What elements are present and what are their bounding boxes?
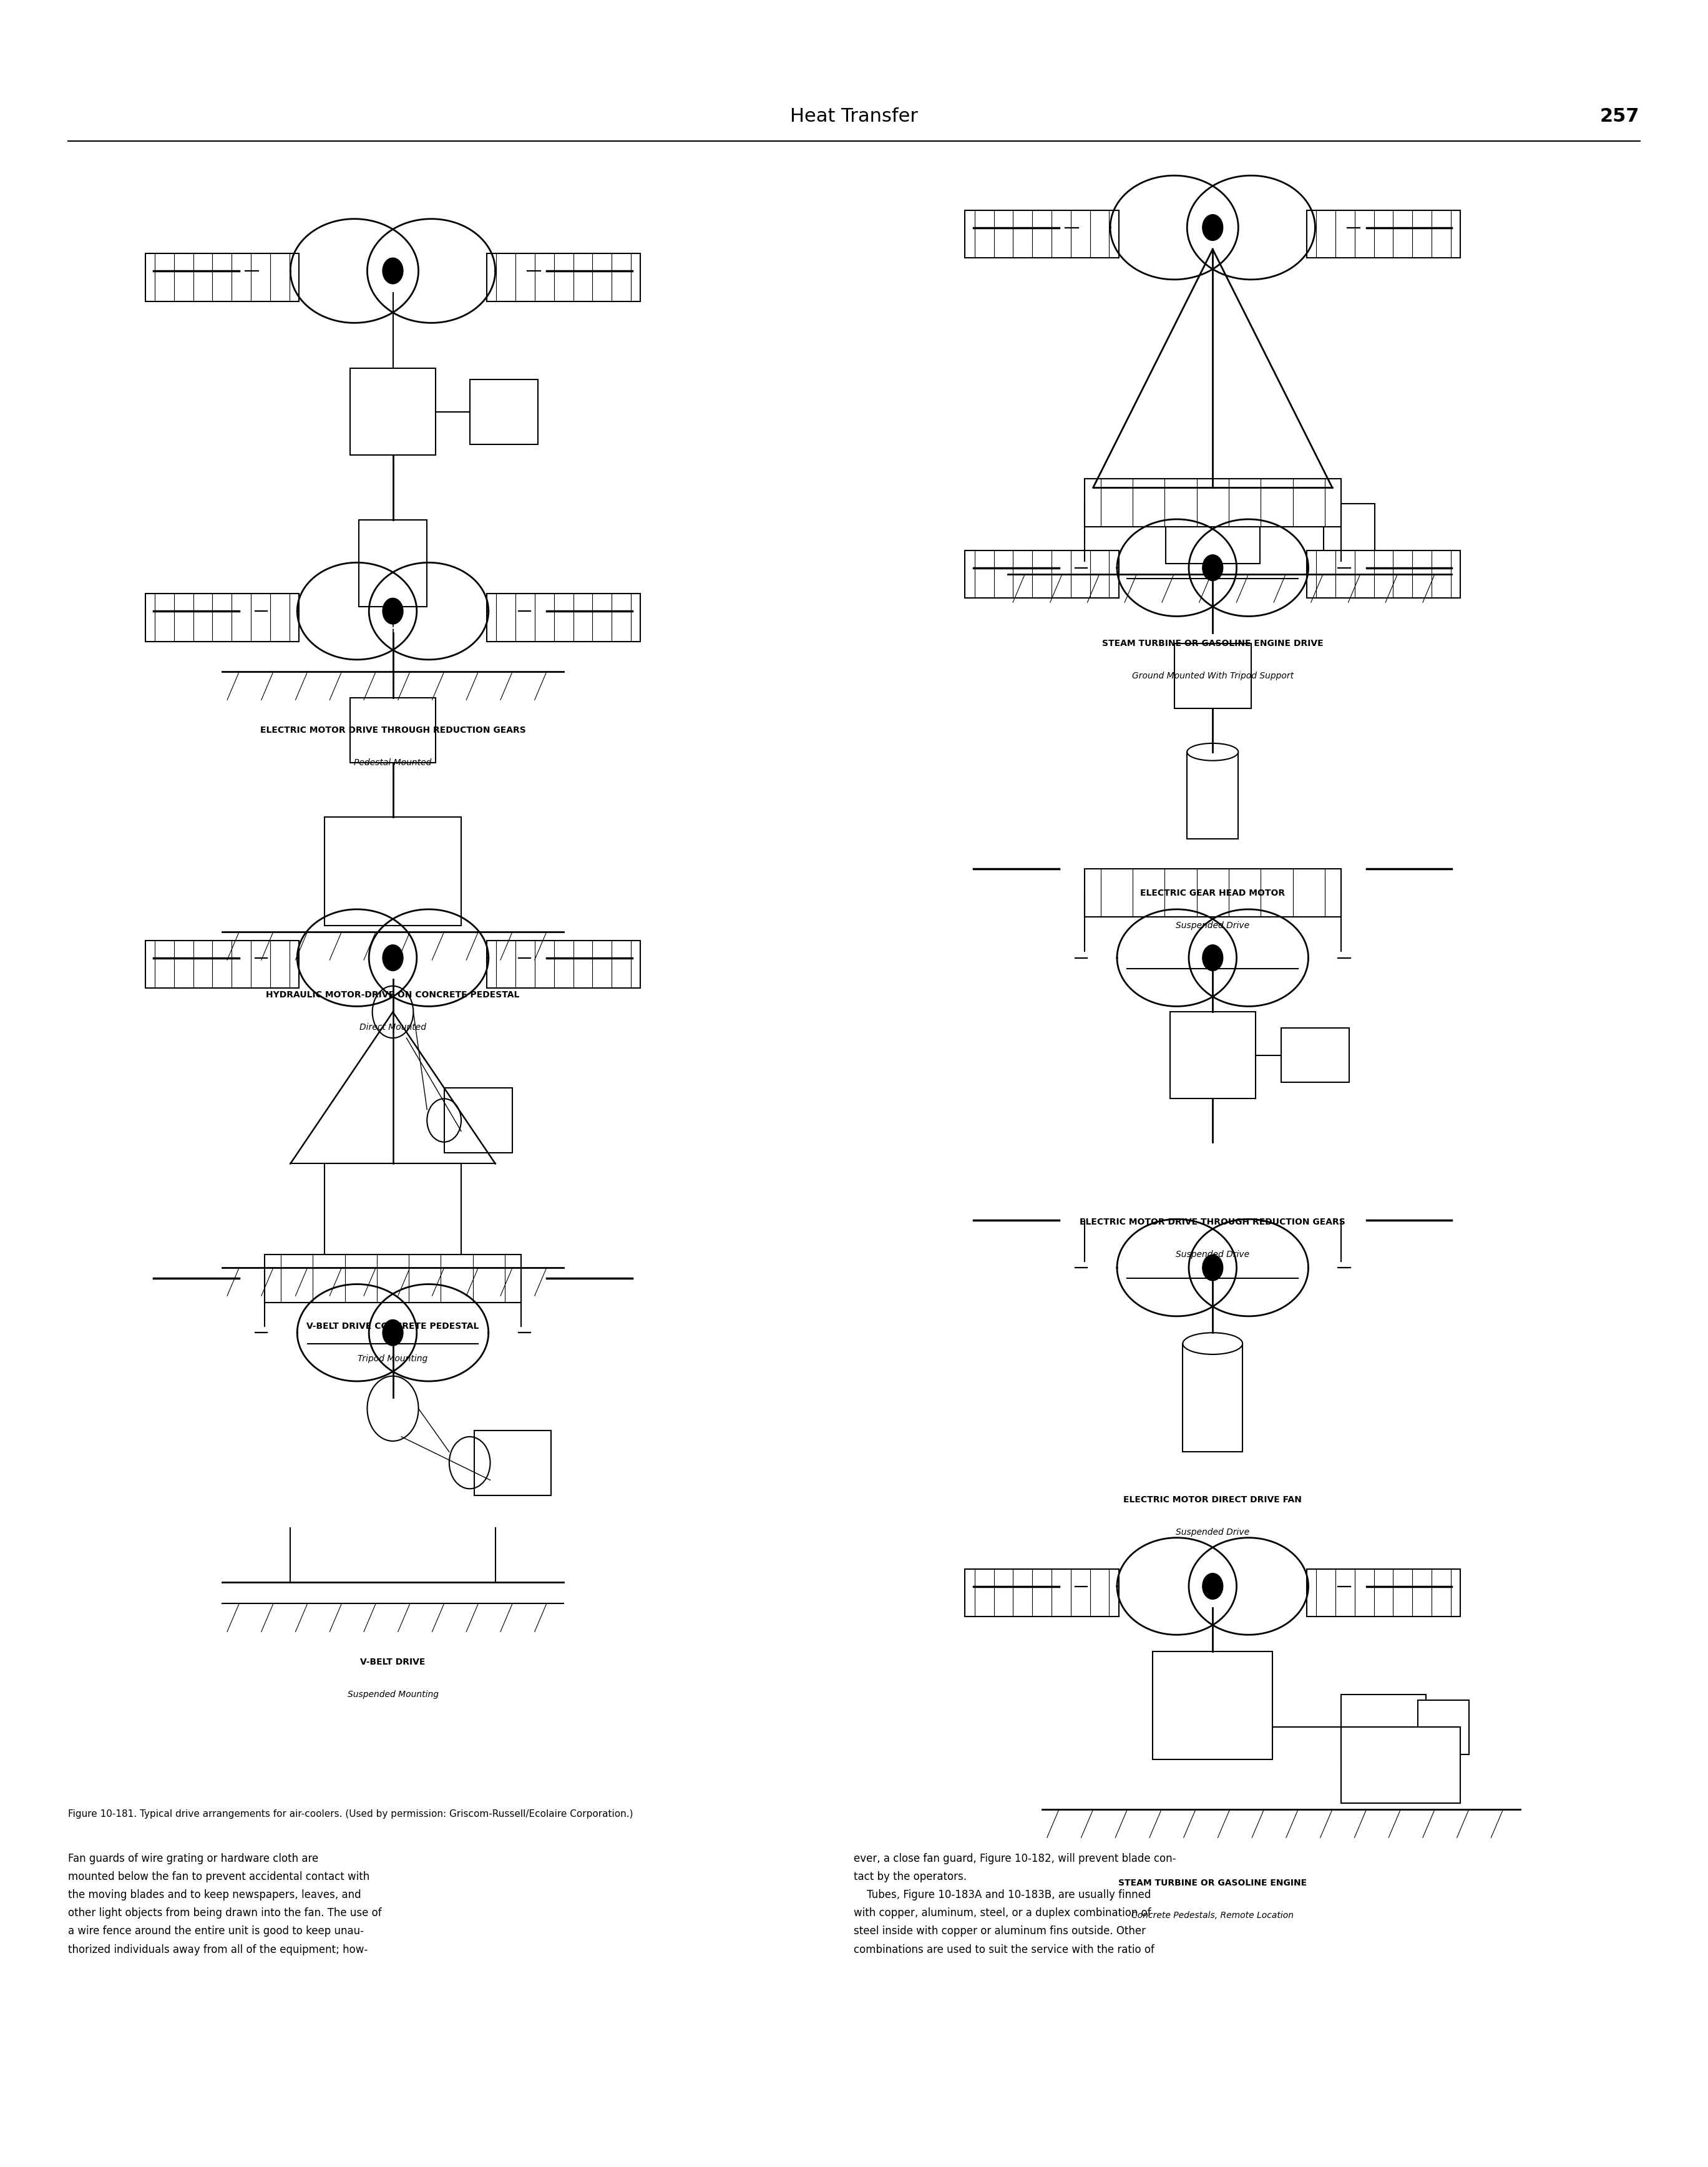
Circle shape	[383, 598, 403, 624]
Bar	[1187, 752, 1238, 839]
Circle shape	[1202, 215, 1223, 241]
Text: ELECTRIC GEAR HEAD MOTOR: ELECTRIC GEAR HEAD MOTOR	[1141, 888, 1284, 897]
Bar	[145, 254, 299, 301]
Text: 257: 257	[1600, 108, 1640, 126]
Text: ELECTRIC MOTOR DIRECT DRIVE FAN: ELECTRIC MOTOR DIRECT DRIVE FAN	[1124, 1495, 1301, 1504]
Text: HYDRAULIC MOTOR-DRIVE ON CONCRETE PEDESTAL: HYDRAULIC MOTOR-DRIVE ON CONCRETE PEDEST…	[266, 990, 519, 999]
Bar	[1307, 1569, 1460, 1617]
Bar	[1165, 498, 1261, 563]
Bar	[1341, 1727, 1460, 1803]
Text: Suspended Mounting: Suspended Mounting	[347, 1690, 439, 1699]
Circle shape	[1202, 1255, 1223, 1281]
Text: Pedestal Mounted: Pedestal Mounted	[354, 758, 432, 767]
Text: Suspended Drive: Suspended Drive	[1175, 1528, 1250, 1536]
Text: Ground Mounted With Tripod Support: Ground Mounted With Tripod Support	[1132, 672, 1293, 680]
Bar	[1324, 503, 1375, 557]
Bar	[1341, 1695, 1426, 1760]
Bar	[350, 698, 436, 763]
Text: Concrete Pedestals, Remote Location: Concrete Pedestals, Remote Location	[1132, 1911, 1293, 1920]
Text: Figure 10-181. Typical drive arrangements for air-coolers. (Used by permission: : Figure 10-181. Typical drive arrangement…	[68, 1809, 634, 1818]
Bar	[965, 210, 1119, 258]
Circle shape	[383, 1320, 403, 1346]
Text: ELECTRIC MOTOR DRIVE THROUGH REDUCTION GEARS: ELECTRIC MOTOR DRIVE THROUGH REDUCTION G…	[260, 726, 526, 735]
Bar	[487, 594, 640, 641]
Text: Heat Transfer: Heat Transfer	[791, 108, 917, 126]
Bar	[470, 379, 538, 444]
Bar	[1085, 869, 1341, 917]
Circle shape	[1202, 1573, 1223, 1599]
Bar	[1281, 1027, 1349, 1081]
Bar	[444, 1088, 512, 1153]
Text: Fan guards of wire grating or hardware cloth are
mounted below the fan to preven: Fan guards of wire grating or hardware c…	[68, 1853, 383, 1955]
Bar	[1153, 1651, 1272, 1760]
Text: Suspended Drive: Suspended Drive	[1175, 1250, 1250, 1259]
Bar	[965, 550, 1119, 598]
Text: ever, a close fan guard, Figure 10-182, will prevent blade con-
tact by the oper: ever, a close fan guard, Figure 10-182, …	[854, 1853, 1177, 1955]
Circle shape	[383, 945, 403, 971]
Bar	[1182, 1344, 1243, 1452]
Bar	[265, 1255, 521, 1302]
Bar	[1175, 644, 1250, 709]
Text: Suspended Drive: Suspended Drive	[1175, 921, 1250, 930]
Bar	[1307, 210, 1460, 258]
Bar	[350, 368, 436, 455]
Bar	[1170, 1012, 1255, 1099]
Bar	[1307, 550, 1460, 598]
Text: STEAM TURBINE OR GASOLINE ENGINE DRIVE: STEAM TURBINE OR GASOLINE ENGINE DRIVE	[1102, 639, 1324, 648]
Bar	[325, 1164, 461, 1261]
Circle shape	[383, 258, 403, 284]
Bar	[487, 940, 640, 988]
Circle shape	[1202, 555, 1223, 581]
Circle shape	[1202, 945, 1223, 971]
Ellipse shape	[1187, 743, 1238, 761]
Bar	[487, 254, 640, 301]
Bar	[145, 594, 299, 641]
Bar	[145, 940, 299, 988]
Bar	[325, 817, 461, 925]
Text: V-BELT DRIVE CONCRETE PEDESTAL: V-BELT DRIVE CONCRETE PEDESTAL	[307, 1322, 478, 1331]
Bar	[965, 1569, 1119, 1617]
Text: V-BELT DRIVE: V-BELT DRIVE	[360, 1658, 425, 1666]
Text: Tripod Mounting: Tripod Mounting	[357, 1354, 429, 1363]
Ellipse shape	[1182, 1333, 1243, 1354]
Bar	[475, 1430, 550, 1495]
Text: STEAM TURBINE OR GASOLINE ENGINE: STEAM TURBINE OR GASOLINE ENGINE	[1119, 1879, 1307, 1887]
Text: Direct Mounted: Direct Mounted	[359, 1023, 427, 1031]
Bar	[1418, 1699, 1469, 1755]
Bar	[1085, 479, 1341, 527]
Text: ELECTRIC MOTOR DRIVE THROUGH REDUCTION GEARS: ELECTRIC MOTOR DRIVE THROUGH REDUCTION G…	[1079, 1218, 1346, 1227]
Bar	[359, 520, 427, 607]
